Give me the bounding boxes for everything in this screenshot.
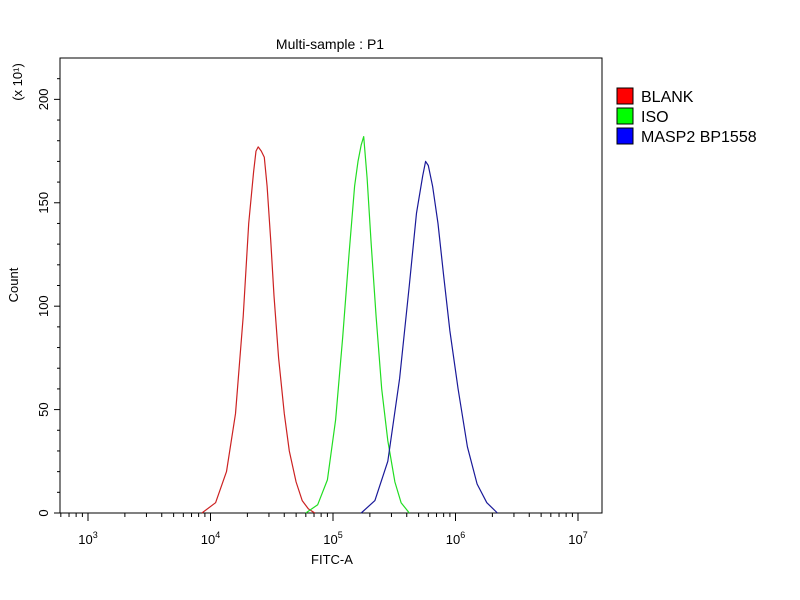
legend-label: BLANK (641, 89, 694, 106)
series-line-blank (201, 146, 316, 514)
x-tick-label: 107 (568, 530, 587, 547)
x-tick-label: 103 (78, 530, 97, 547)
series-line-iso (305, 136, 410, 514)
legend-label: MASP2 BP1558 (641, 129, 757, 146)
legend: BLANK ISO MASP2 BP1558 (616, 87, 757, 146)
y-tick-label: 50 (36, 402, 51, 416)
chart-title: Multi-sample : P1 (276, 36, 384, 52)
x-tick-label: 104 (201, 530, 220, 547)
legend-swatch (616, 87, 634, 105)
x-axis: 103 104 105 106 107 (60, 513, 588, 547)
x-tick-label: 106 (446, 530, 465, 547)
x-axis-label: FITC-A (311, 552, 353, 567)
series-line-masp2-bp1558 (360, 160, 498, 514)
legend-swatch (616, 107, 634, 125)
y-axis-label: Count (6, 267, 21, 302)
plot-frame (59, 57, 603, 514)
y-tick-label: 100 (36, 295, 51, 317)
legend-swatch (616, 127, 634, 145)
series-lines (201, 136, 498, 514)
y-tick-label: 150 (36, 192, 51, 214)
y-tick-label: 200 (36, 89, 51, 111)
y-multiplier-label: (x 10¹) (10, 63, 25, 101)
x-tick-label: 105 (323, 530, 342, 547)
y-axis: 0 50 100 150 200 (36, 78, 60, 517)
y-tick-label: 0 (36, 509, 51, 516)
legend-label: ISO (641, 109, 669, 126)
